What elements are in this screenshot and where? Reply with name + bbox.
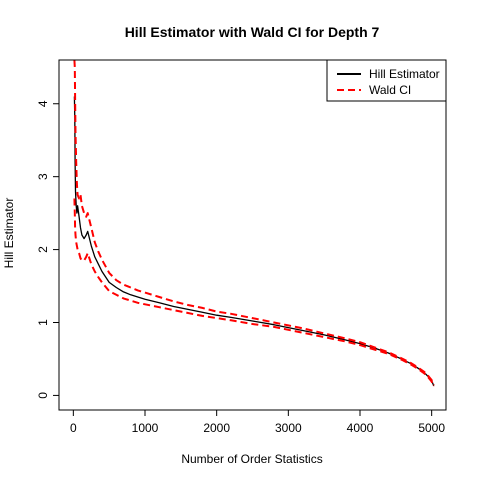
y-tick-label-3: 3	[36, 173, 50, 180]
x-tick-label-0: 0	[70, 421, 77, 435]
y-tick-label-1: 1	[36, 319, 50, 326]
x-tick-label-2: 2000	[203, 421, 230, 435]
x-axis-label: Number of Order Statistics	[181, 452, 322, 466]
y-tick-label-2: 2	[36, 246, 50, 253]
x-tick-label-1: 1000	[132, 421, 159, 435]
series-layer	[73, 59, 435, 388]
x-tick-label-3: 3000	[275, 421, 302, 435]
plot-frame	[58, 59, 447, 411]
legend: Hill Estimator Wald CI	[326, 59, 447, 102]
y-axis-label: Hill Estimator	[2, 198, 16, 269]
chart-title: Hill Estimator with Wald CI for Depth 7	[125, 24, 380, 40]
legend-hill-label: Hill Estimator	[369, 67, 440, 81]
axes-layer: 0 1000 2000 3000 4000 5000 0 1 2 3 4	[36, 100, 445, 435]
legend-box	[326, 59, 447, 102]
wald-ci-line-2	[73, 198, 435, 388]
legend-wald-label: Wald CI	[369, 83, 411, 97]
wald-ci-line-1	[73, 59, 435, 386]
x-tick-label-4: 4000	[347, 421, 374, 435]
y-tick-label-4: 4	[36, 100, 50, 107]
y-tick-label-0: 0	[36, 392, 50, 399]
x-tick-label-5: 5000	[418, 421, 445, 435]
hill-estimator-line-0	[73, 96, 435, 387]
